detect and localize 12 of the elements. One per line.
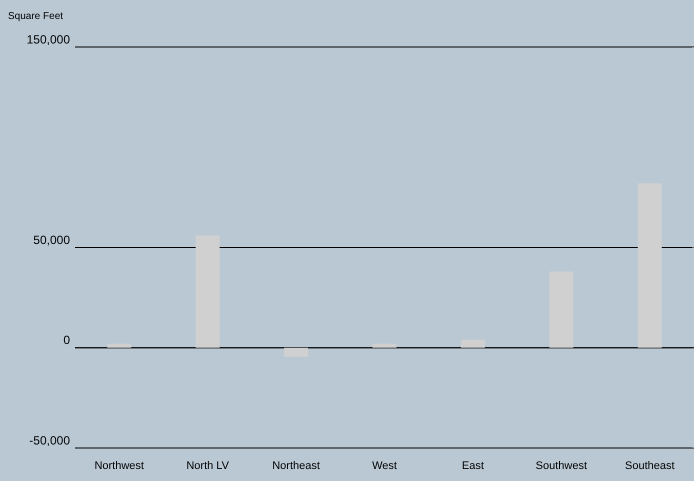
x-tick-label: Southeast [625,460,675,472]
y-tick-label: 0 [63,333,70,348]
x-tick-label: North LV [186,460,230,472]
x-tick-label: Northeast [272,460,320,472]
y-tick-label: 50,000 [33,232,70,247]
y-tick-label: 150,000 [26,32,70,46]
y-axis-title: Square Feet [8,11,64,22]
x-tick-label: East [462,460,484,472]
y-tick-label: -50,000 [29,433,70,448]
x-tick-label: West [372,460,397,472]
x-tick-label: Southwest [536,460,588,472]
x-tick-label: Northwest [94,460,144,472]
